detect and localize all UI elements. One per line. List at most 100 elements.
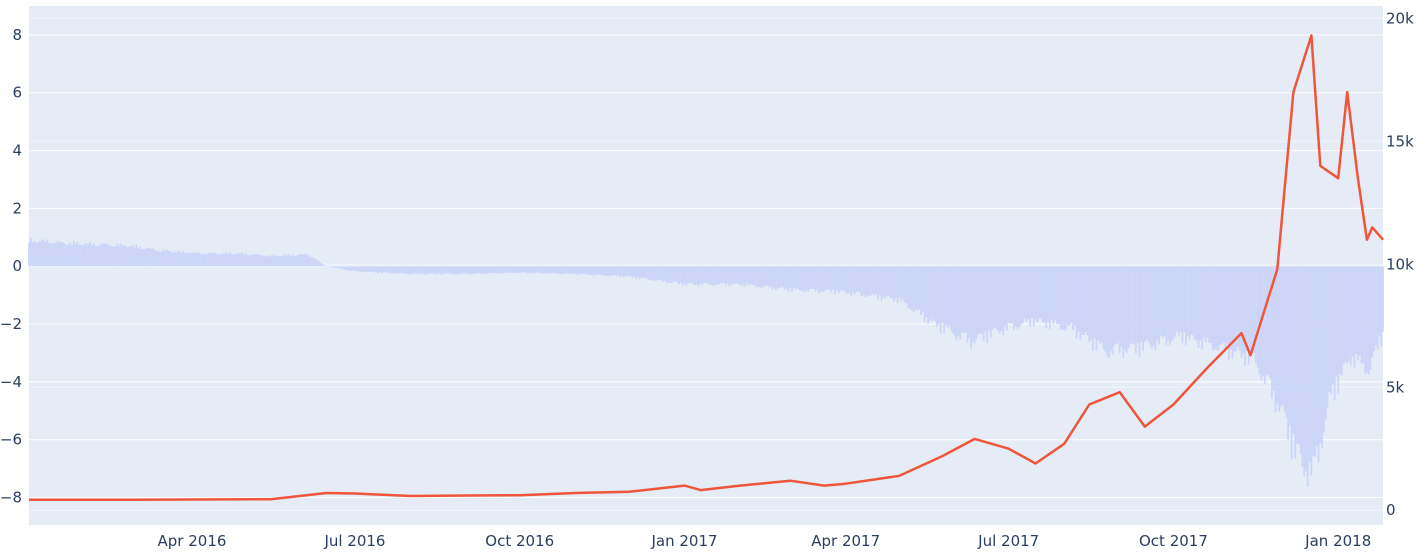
bar — [1233, 266, 1236, 352]
bar — [456, 266, 458, 275]
bar — [497, 266, 500, 274]
bar — [402, 266, 405, 274]
bar — [1045, 266, 1048, 329]
bar — [384, 266, 387, 273]
bar — [970, 266, 972, 349]
bar — [187, 253, 190, 267]
bar — [1215, 266, 1218, 351]
bar — [1274, 266, 1277, 413]
bar — [1177, 266, 1180, 336]
bar — [225, 251, 227, 267]
bar — [1262, 266, 1264, 377]
bar — [1253, 266, 1255, 353]
bar — [642, 266, 645, 279]
bar — [377, 266, 380, 274]
bar — [735, 266, 738, 283]
bar — [1009, 266, 1012, 324]
bar — [62, 242, 64, 267]
bar — [474, 266, 476, 274]
bar — [420, 266, 423, 275]
bar — [819, 266, 822, 292]
bar — [654, 266, 657, 282]
bar — [124, 246, 127, 267]
bar — [1362, 266, 1365, 364]
bar — [717, 266, 720, 285]
bar — [1335, 266, 1338, 377]
bar — [531, 266, 534, 273]
bar — [1251, 266, 1254, 355]
bar — [1220, 266, 1223, 345]
bar — [1147, 266, 1150, 342]
x-tick-label: Oct 2017 — [1139, 532, 1208, 550]
bar — [506, 266, 509, 273]
bar — [599, 266, 602, 275]
bar — [1348, 266, 1350, 362]
bar — [859, 266, 861, 293]
bar — [674, 266, 677, 282]
bar — [126, 247, 129, 267]
bar — [848, 266, 851, 293]
bar — [739, 266, 741, 285]
bar — [1179, 266, 1182, 332]
bar — [436, 266, 439, 275]
bar — [585, 266, 587, 275]
bar — [488, 266, 491, 274]
bar — [429, 266, 432, 274]
bar — [758, 266, 761, 288]
bar — [723, 266, 725, 284]
left-tick-label: −2 — [0, 315, 22, 333]
bar — [595, 266, 598, 276]
bar-series — [28, 237, 1384, 487]
bar — [1378, 266, 1381, 337]
bar — [1197, 266, 1200, 348]
x-tick-label: Jul 2017 — [977, 532, 1039, 550]
bar — [731, 266, 734, 285]
bar — [205, 253, 208, 267]
bar — [568, 266, 571, 274]
bar — [898, 266, 901, 298]
bar — [108, 244, 111, 267]
bar — [791, 266, 793, 292]
bar — [1267, 266, 1270, 376]
bar — [1133, 266, 1135, 345]
bar — [590, 266, 593, 275]
bar — [334, 266, 337, 268]
bar — [968, 266, 971, 338]
bar — [1263, 266, 1266, 384]
bar — [196, 253, 199, 267]
bar — [386, 266, 389, 273]
bar — [481, 266, 484, 274]
bar — [755, 266, 758, 288]
bar — [1351, 266, 1354, 357]
bar — [645, 266, 648, 279]
bar — [80, 244, 82, 267]
bar — [866, 266, 869, 297]
bar — [696, 266, 698, 285]
bar — [216, 253, 218, 267]
bar — [228, 252, 231, 267]
bar — [1183, 266, 1186, 333]
bar — [470, 266, 473, 275]
bar — [1088, 266, 1091, 343]
bar — [762, 266, 765, 287]
bar — [1371, 266, 1374, 358]
bar — [1118, 266, 1121, 354]
bar — [287, 254, 290, 267]
bar — [1201, 266, 1204, 350]
bar — [466, 266, 469, 275]
bar — [83, 244, 86, 267]
bar — [629, 266, 632, 277]
bar — [916, 266, 919, 311]
bar — [88, 241, 91, 267]
bar — [710, 266, 713, 285]
bar — [574, 266, 577, 274]
bar — [302, 254, 304, 267]
bar — [135, 244, 138, 267]
bar — [1306, 266, 1309, 487]
bar — [1206, 266, 1209, 338]
bar — [371, 266, 374, 272]
bar — [257, 254, 260, 267]
bar — [391, 266, 394, 274]
x-axis-ticks: Apr 2016 Jul 2016 Oct 2016 Jan 2017 Apr 2017… — [158, 532, 1372, 550]
bar — [137, 248, 140, 267]
